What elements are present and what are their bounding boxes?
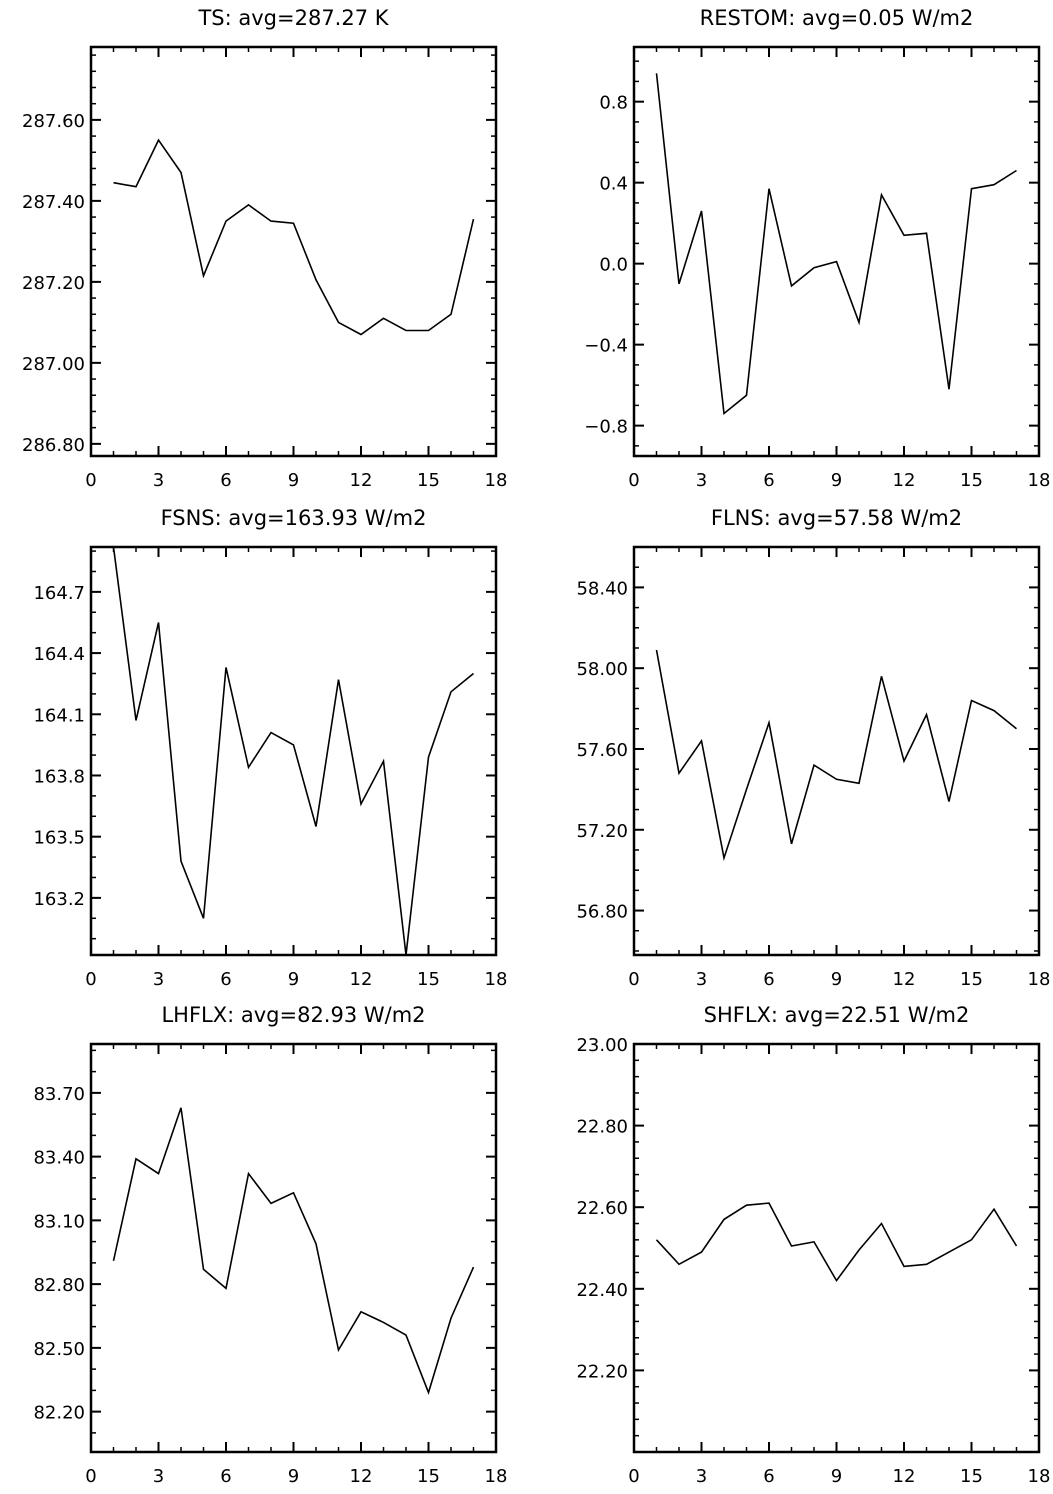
ts-y-tick-label: 287.40 xyxy=(22,192,85,213)
flns-series-line xyxy=(655,649,1018,862)
lhflx-series-line xyxy=(112,1107,475,1395)
fsns-panel: FSNS: avg=163.93 W/m2 0 3 6 9 12 15 18 163.2 163.… xyxy=(33,506,507,990)
lhflx-y-tick-label: 82.20 xyxy=(33,1403,85,1424)
flns-y-tick-label: 56.80 xyxy=(576,902,628,923)
shflx-y-tick-label: 22.60 xyxy=(576,1198,628,1219)
ts-series-line xyxy=(113,138,475,336)
restom-plot-frame xyxy=(632,45,1041,458)
lhflx-x-tick-label: 3 xyxy=(153,1466,164,1487)
fsns-x-tick-label: 6 xyxy=(220,969,231,990)
lhflx-y-tick-label: 83.10 xyxy=(33,1211,85,1232)
fsns-x-tick-label: 9 xyxy=(288,969,299,990)
flns-x-tick-label: 0 xyxy=(628,969,639,990)
shflx-y-tick-label: 22.40 xyxy=(576,1280,628,1301)
ts-x-tick-label: 9 xyxy=(288,470,299,491)
shflx-y-tick-label: 22.20 xyxy=(576,1361,628,1382)
fsns-x-tick-label: 0 xyxy=(85,969,96,990)
shflx-x-tick-label: 3 xyxy=(696,1466,707,1487)
flns-x-tick-label: 15 xyxy=(960,969,983,990)
fsns-x-tick-label: 12 xyxy=(350,969,373,990)
restom-x-tick-label: 9 xyxy=(831,470,842,491)
lhflx-y-tick-label: 83.40 xyxy=(33,1148,85,1169)
flns-x-tick-label: 3 xyxy=(696,969,707,990)
ts-y-tick-label: 287.60 xyxy=(22,111,85,132)
restom-y-tick-label: −0.4 xyxy=(584,336,628,357)
restom-series-line xyxy=(655,73,1017,416)
fsns-y-tick-label: 164.1 xyxy=(33,705,85,726)
ts-x-tick-label: 18 xyxy=(485,470,508,491)
lhflx-y-tick-label: 82.50 xyxy=(33,1339,85,1360)
fsns-x-tick-label: 3 xyxy=(153,969,164,990)
flns-y-tick-label: 57.60 xyxy=(576,740,628,761)
lhflx-x-tick-label: 12 xyxy=(350,1466,373,1487)
restom-y-tick-label: −0.8 xyxy=(584,417,628,438)
flns-x-tick-label: 18 xyxy=(1028,969,1051,990)
restom-x-tick-label: 6 xyxy=(763,470,774,491)
ts-y-tick-label: 287.00 xyxy=(22,354,85,375)
lhflx-panel: LHFLX: avg=82.93 W/m2 0 3 6 9 12 15 18 82.20 82.5… xyxy=(33,1003,507,1487)
shflx-x-tick-label: 12 xyxy=(893,1466,916,1487)
restom-x-tick-label: 15 xyxy=(960,470,983,491)
shflx-x-tick-label: 0 xyxy=(628,1466,639,1487)
shflx-x-tick-label: 6 xyxy=(763,1466,774,1487)
fsns-series-line xyxy=(112,546,475,956)
shflx-y-tick-label: 22.80 xyxy=(576,1117,628,1138)
lhflx-x-tick-label: 15 xyxy=(417,1466,440,1487)
fsns-y-tick-label: 163.5 xyxy=(33,828,85,849)
fsns-title: FSNS: avg=163.93 W/m2 xyxy=(161,506,427,530)
restom-y-tick-label: 0.4 xyxy=(599,174,628,195)
lhflx-y-tick-label: 82.80 xyxy=(33,1275,85,1296)
ts-x-tick-label: 3 xyxy=(153,470,164,491)
ts-title: TS: avg=287.27 K xyxy=(197,6,389,30)
lhflx-plot-frame xyxy=(89,1042,498,1454)
fsns-plot-frame xyxy=(89,545,498,957)
shflx-x-tick-label: 15 xyxy=(960,1466,983,1487)
flns-x-tick-label: 6 xyxy=(763,969,774,990)
fsns-y-tick-label: 163.8 xyxy=(33,766,85,787)
restom-x-tick-label: 12 xyxy=(893,470,916,491)
ts-x-tick-label: 0 xyxy=(85,470,96,491)
lhflx-x-tick-label: 0 xyxy=(85,1466,96,1487)
lhflx-x-tick-label: 6 xyxy=(220,1466,231,1487)
lhflx-x-tick-label: 18 xyxy=(485,1466,508,1487)
shflx-title: SHFLX: avg=22.51 W/m2 xyxy=(704,1003,970,1027)
ts-panel: TS: avg=287.27 K 0 3 6 9 12 15 18 286.80 287.00 28… xyxy=(22,6,507,491)
flns-x-tick-label: 12 xyxy=(893,969,916,990)
shflx-x-tick-label: 18 xyxy=(1028,1466,1051,1487)
ts-y-tick-label: 286.80 xyxy=(22,435,85,456)
ts-plot-frame xyxy=(89,45,498,458)
fsns-x-tick-label: 15 xyxy=(417,969,440,990)
fsns-x-tick-label: 18 xyxy=(485,969,508,990)
restom-y-tick-label: 0.0 xyxy=(599,255,628,276)
flns-y-tick-label: 58.00 xyxy=(576,659,628,680)
shflx-panel: SHFLX: avg=22.51 W/m2 0 3 6 9 12 15 18 22.20 22.4… xyxy=(576,1003,1050,1487)
shflx-y-tick-label: 23.00 xyxy=(576,1035,628,1056)
ts-x-tick-label: 15 xyxy=(417,470,440,491)
restom-title: RESTOM: avg=0.05 W/m2 xyxy=(700,6,974,30)
ts-y-tick-label: 287.20 xyxy=(22,273,85,294)
flns-y-tick-label: 58.40 xyxy=(576,578,628,599)
fsns-y-tick-label: 163.2 xyxy=(33,889,85,910)
restom-x-tick-label: 0 xyxy=(628,470,639,491)
flns-y-tick-label: 57.20 xyxy=(576,821,628,842)
flns-title: FLNS: avg=57.58 W/m2 xyxy=(711,506,962,530)
restom-x-tick-label: 3 xyxy=(696,470,707,491)
fsns-y-tick-label: 164.4 xyxy=(33,644,85,665)
restom-x-tick-label: 18 xyxy=(1028,470,1051,491)
shflx-x-tick-label: 9 xyxy=(831,1466,842,1487)
ts-x-tick-label: 6 xyxy=(220,470,231,491)
shflx-plot-frame xyxy=(632,1042,1041,1454)
lhflx-title: LHFLX: avg=82.93 W/m2 xyxy=(161,1003,425,1027)
lhflx-x-tick-label: 9 xyxy=(288,1466,299,1487)
restom-panel: RESTOM: avg=0.05 W/m2 0 3 6 9 12 15 18 −0.8 −0.4 0… xyxy=(584,6,1050,491)
lhflx-y-tick-label: 83.70 xyxy=(33,1084,85,1105)
flns-x-tick-label: 9 xyxy=(831,969,842,990)
restom-y-tick-label: 0.8 xyxy=(599,93,628,114)
flns-panel: FLNS: avg=57.58 W/m2 0 3 6 9 12 15 18 56.80 57.20… xyxy=(576,506,1050,990)
ts-x-tick-label: 12 xyxy=(350,470,373,491)
fsns-y-tick-label: 164.7 xyxy=(33,583,85,604)
shflx-series-line xyxy=(655,1202,1018,1283)
